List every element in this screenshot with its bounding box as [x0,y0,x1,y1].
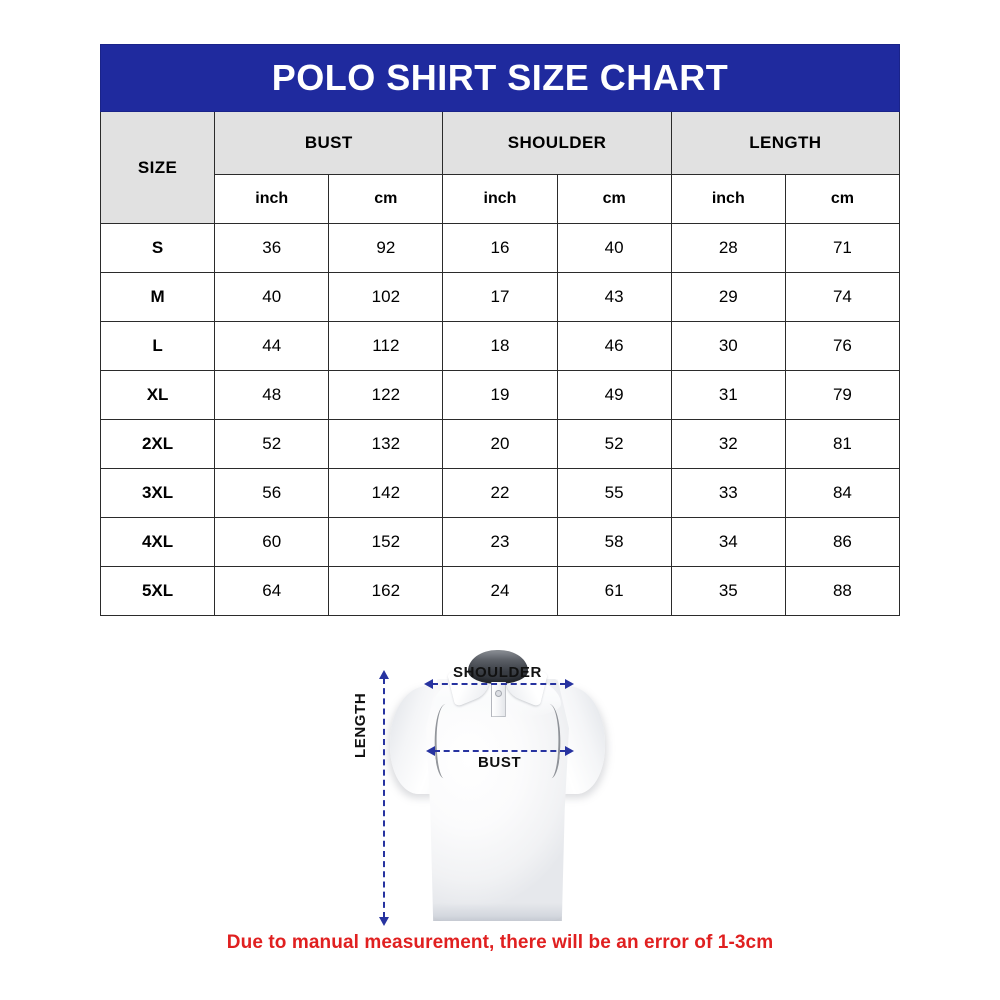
table-row: 3XL 56 142 22 55 33 84 [99,468,901,518]
cell-bust-cm: 112 [328,321,444,371]
table-row: S 36 92 16 40 28 71 [99,223,901,273]
unit-length-inch: inch [670,174,786,224]
table-row: L 44 112 18 46 30 76 [99,321,901,371]
length-measure-line [383,678,385,918]
cell-bust-inch: 64 [214,566,330,616]
cell-length-inch: 32 [670,419,786,469]
cell-bust-cm: 102 [328,272,444,322]
table-row: XL 48 122 19 49 31 79 [99,370,901,420]
cell-shoulder-inch: 23 [442,517,558,567]
cell-length-cm: 88 [784,566,901,616]
cell-shoulder-cm: 61 [556,566,672,616]
size-chart-table: POLO SHIRT SIZE CHART SIZE BUST SHOULDER… [99,44,901,616]
cell-length-cm: 84 [784,468,901,518]
shirt-collar [468,650,528,684]
unit-length-cm: cm [784,174,901,224]
cell-length-cm: 86 [784,517,901,567]
table-row: 2XL 52 132 20 52 32 81 [99,419,901,469]
cell-bust-cm: 152 [328,517,444,567]
cell-bust-inch: 40 [214,272,330,322]
size-chart-table-container: POLO SHIRT SIZE CHART SIZE BUST SHOULDER… [99,44,901,616]
bust-measure-line [434,750,566,752]
cell-shoulder-inch: 22 [442,468,558,518]
cell-shoulder-cm: 58 [556,517,672,567]
cell-size: XL [99,370,216,420]
shoulder-measure-line [432,683,566,685]
unit-header-row: inch cm inch cm inch cm [101,174,901,224]
unit-shoulder-cm: cm [556,174,672,224]
cell-bust-inch: 48 [214,370,330,420]
cell-length-cm: 79 [784,370,901,420]
group-header-shoulder: SHOULDER [442,111,672,175]
group-header-bust: BUST [214,111,444,175]
cell-shoulder-cm: 55 [556,468,672,518]
cell-length-inch: 28 [670,223,786,273]
cell-bust-inch: 36 [214,223,330,273]
cell-shoulder-cm: 43 [556,272,672,322]
unit-bust-cm: cm [328,174,444,224]
cell-shoulder-cm: 46 [556,321,672,371]
group-header-size: SIZE [99,111,216,224]
placket-button [495,690,502,697]
table-row: M 40 102 17 43 29 74 [99,272,901,322]
shoulder-arrow-left-icon [424,679,433,689]
cell-length-inch: 29 [670,272,786,322]
cell-size: 2XL [99,419,216,469]
cell-shoulder-cm: 49 [556,370,672,420]
cell-bust-cm: 92 [328,223,444,273]
cell-bust-inch: 44 [214,321,330,371]
cell-bust-cm: 142 [328,468,444,518]
cell-shoulder-inch: 17 [442,272,558,322]
cell-length-cm: 74 [784,272,901,322]
length-measure-label: LENGTH [352,692,369,758]
cell-shoulder-inch: 19 [442,370,558,420]
shoulder-arrow-right-icon [565,679,574,689]
cell-length-inch: 33 [670,468,786,518]
cell-shoulder-inch: 24 [442,566,558,616]
unit-shoulder-inch: inch [442,174,558,224]
cell-length-inch: 31 [670,370,786,420]
group-header-row: SIZE BUST SHOULDER LENGTH [99,111,901,224]
bust-arrow-left-icon [426,746,435,756]
cell-size: 5XL [99,566,216,616]
bust-measure-label: BUST [478,754,522,771]
cell-length-cm: 76 [784,321,901,371]
bust-arrow-right-icon [565,746,574,756]
cell-size: 3XL [99,468,216,518]
cell-bust-cm: 132 [328,419,444,469]
cell-shoulder-cm: 52 [556,419,672,469]
cell-length-inch: 34 [670,517,786,567]
table-row: 5XL 64 162 24 61 35 88 [99,566,901,616]
polo-shirt-illustration [390,646,605,921]
cell-bust-cm: 162 [328,566,444,616]
cell-shoulder-cm: 40 [556,223,672,273]
measurement-diagram: SHOULDER BUST LENGTH [0,628,1000,938]
chart-title-row: POLO SHIRT SIZE CHART [100,44,900,112]
cell-length-inch: 35 [670,566,786,616]
cell-bust-inch: 52 [214,419,330,469]
cell-shoulder-inch: 16 [442,223,558,273]
cell-bust-cm: 122 [328,370,444,420]
cell-length-inch: 30 [670,321,786,371]
group-header-length: LENGTH [670,111,901,175]
chart-title: POLO SHIRT SIZE CHART [100,44,900,112]
unit-bust-inch: inch [214,174,330,224]
cell-bust-inch: 60 [214,517,330,567]
cell-size: S [99,223,216,273]
cell-size: M [99,272,216,322]
cell-bust-inch: 56 [214,468,330,518]
table-row: 4XL 60 152 23 58 34 86 [99,517,901,567]
cell-shoulder-inch: 20 [442,419,558,469]
measurement-disclaimer: Due to manual measurement, there will be… [226,932,774,953]
cell-length-cm: 81 [784,419,901,469]
cell-shoulder-inch: 18 [442,321,558,371]
cell-length-cm: 71 [784,223,901,273]
cell-size: 4XL [99,517,216,567]
cell-size: L [99,321,216,371]
length-arrow-up-icon [379,670,389,679]
shirt-torso [426,678,569,921]
shoulder-measure-label: SHOULDER [453,664,542,681]
length-arrow-down-icon [379,917,389,926]
shirt-placket [491,682,506,717]
